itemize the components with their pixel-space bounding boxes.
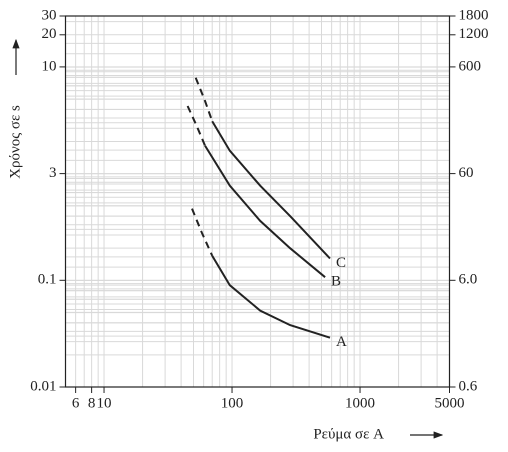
x-tick-label: 8 bbox=[88, 395, 96, 411]
curve-segment bbox=[191, 208, 214, 257]
y-tick-label: 0.01 bbox=[30, 378, 56, 394]
curve-segment bbox=[186, 105, 206, 146]
y-tick-label: 20 bbox=[42, 26, 57, 42]
y2-tick-label: 1200 bbox=[459, 26, 489, 42]
x-tick-label: 10 bbox=[97, 395, 112, 411]
y2-tick-label: 600 bbox=[459, 58, 482, 74]
curve-label: A bbox=[336, 334, 347, 350]
x-axis-label: Ρεύμα σε A bbox=[313, 426, 384, 442]
x-tick-label: 6 bbox=[72, 395, 80, 411]
y2-tick-label: 6.0 bbox=[459, 272, 478, 288]
y-axis-label: Χρόνος σε s bbox=[7, 105, 23, 179]
curve-segment bbox=[194, 77, 214, 122]
y-tick-label: 10 bbox=[42, 58, 57, 74]
x-tick-label: 1000 bbox=[345, 395, 375, 411]
curve-segment bbox=[204, 145, 326, 278]
y2-tick-label: 60 bbox=[459, 165, 474, 181]
curve-label: B bbox=[331, 274, 341, 290]
y2-tick-label: 0.6 bbox=[459, 378, 478, 394]
y-tick-label: 3 bbox=[49, 165, 57, 181]
grid bbox=[65, 16, 450, 387]
curve-segment bbox=[211, 255, 331, 339]
plot-frame bbox=[64, 15, 451, 388]
x-tick-label: 100 bbox=[221, 395, 244, 411]
y-tick-label: 0.1 bbox=[38, 272, 57, 288]
y2-tick-label: 1800 bbox=[459, 7, 489, 23]
y-tick-label: 30 bbox=[42, 7, 57, 23]
curve-segment bbox=[211, 120, 331, 260]
x-tick-label: 5000 bbox=[435, 395, 465, 411]
curve-label: C bbox=[336, 255, 346, 271]
